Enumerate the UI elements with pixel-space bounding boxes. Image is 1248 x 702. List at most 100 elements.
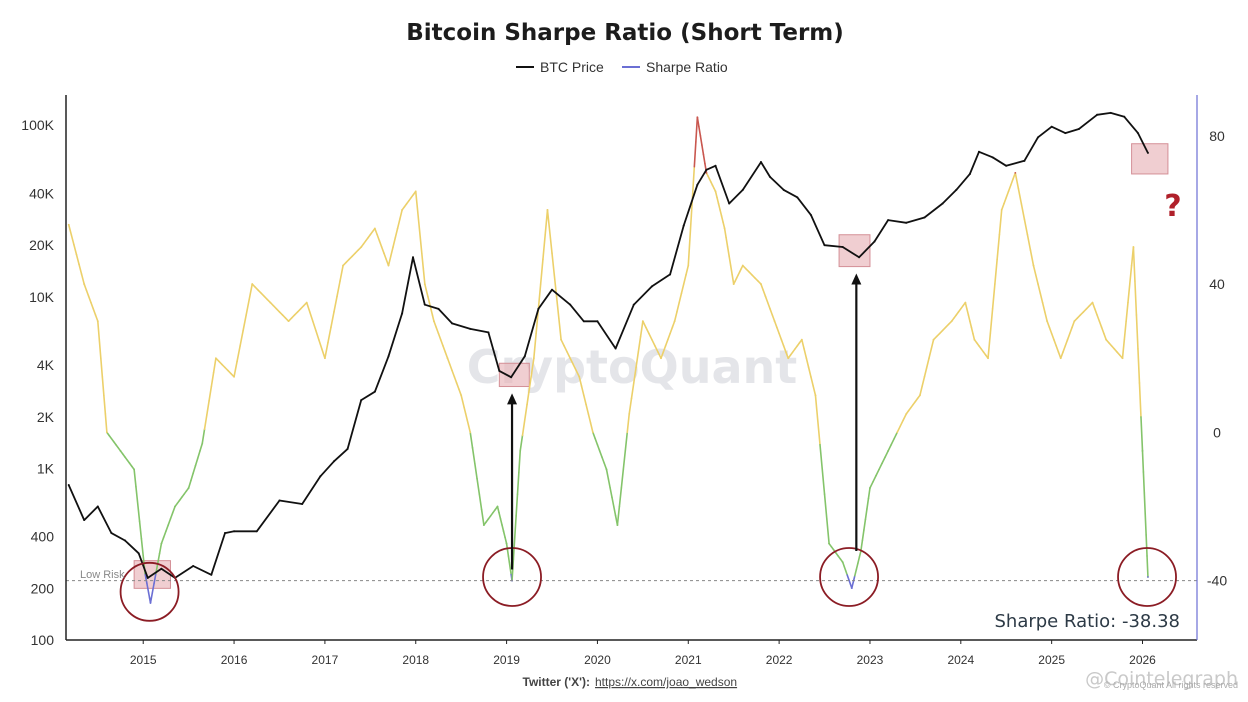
sharpe-segment <box>682 274 687 285</box>
sharpe-segment <box>439 338 444 347</box>
sharpe-segment <box>146 587 150 594</box>
highlight-box-3 <box>1131 143 1169 175</box>
sharpe-segment <box>1048 326 1053 335</box>
sharpe-segment <box>421 252 425 270</box>
btc-price-point <box>451 322 454 325</box>
y-left-tick-label: 40K <box>29 186 55 202</box>
sharpe-segment <box>673 311 678 322</box>
sharpe-point <box>414 190 417 193</box>
sharpe-segment <box>1121 338 1126 360</box>
sharpe-segment <box>603 462 608 471</box>
sharpe-segment <box>1145 534 1148 557</box>
sharpe-segment <box>203 414 208 431</box>
sharpe-segment <box>580 385 585 397</box>
sharpe-segment <box>466 419 470 428</box>
btc-price-point <box>523 355 526 358</box>
sharpe-segment <box>196 450 201 460</box>
sharpe-segment <box>583 394 587 406</box>
sharpe-segment <box>416 206 420 224</box>
y-left-ticks: 100 200 400 1K 2K 4K 10K 20K 40K 100K <box>21 117 54 648</box>
sharpe-point <box>269 301 272 304</box>
sharpe-point <box>987 357 989 360</box>
sharpe-segment <box>967 314 971 322</box>
sharpe-segment <box>513 514 517 539</box>
btc-price-point <box>83 519 86 522</box>
sharpe-segment <box>1007 184 1012 193</box>
sharpe-segment <box>816 419 821 446</box>
y-right-tick-label: -40 <box>1207 573 1227 589</box>
sharpe-segment <box>1005 190 1010 199</box>
btc-price-point <box>437 307 440 310</box>
btc-price-point <box>1123 115 1126 118</box>
sharpe-segment <box>872 474 877 483</box>
sharpe-segment <box>994 258 998 285</box>
sharpe-point <box>714 190 717 193</box>
sharpe-point <box>741 264 744 267</box>
sharpe-segment <box>782 345 787 353</box>
sharpe-segment <box>530 357 535 375</box>
sharpe-point <box>287 320 290 323</box>
sharpe-segment <box>156 552 161 565</box>
sharpe-segment <box>496 505 500 514</box>
sharpe-point <box>696 116 699 119</box>
btc-price-point <box>923 216 926 219</box>
sharpe-segment <box>676 301 680 313</box>
sharpe-segment <box>399 209 403 221</box>
btc-price-point <box>596 320 599 323</box>
sharpe-segment <box>469 431 474 449</box>
sharpe-segment <box>919 385 923 397</box>
btc-price-point <box>759 161 762 164</box>
sharpe-segment <box>637 335 642 353</box>
sharpe-segment <box>417 221 422 239</box>
sharpe-segment <box>1034 274 1039 285</box>
sharpe-segment <box>1055 345 1060 353</box>
sharpe-point <box>628 412 631 415</box>
sharpe-segment <box>855 562 859 571</box>
sharpe-point <box>732 283 735 285</box>
sharpe-segment <box>135 485 139 505</box>
sharpe-segment <box>419 236 423 254</box>
btc-price-point <box>941 202 944 205</box>
sharpe-segment <box>823 493 828 520</box>
sharpe-point <box>251 283 254 285</box>
sharpe-segment <box>431 314 435 322</box>
sharpe-segment <box>887 443 892 452</box>
btc-price-point <box>714 164 717 167</box>
sharpe-segment <box>1135 314 1139 350</box>
y-left-tick-label: 10K <box>29 289 55 305</box>
sharpe-segment <box>690 190 694 217</box>
btc-price-point <box>487 331 490 334</box>
legend: BTC Price Sharpe Ratio <box>516 59 728 75</box>
sharpe-segment <box>555 295 560 319</box>
btc-price-point <box>1096 113 1099 116</box>
btc-price-point <box>301 503 304 506</box>
sharpe-segment <box>639 320 644 338</box>
sharpe-point <box>67 223 70 226</box>
sharpe-point <box>519 450 522 452</box>
sharpe-segment <box>558 317 562 341</box>
sharpe-segment <box>569 357 575 366</box>
sharpe-segment <box>867 487 871 500</box>
btc-price-point <box>346 447 349 450</box>
sharpe-point <box>905 412 908 415</box>
sharpe-segment <box>869 481 874 489</box>
sharpe-segment <box>1140 416 1144 452</box>
sharpe-segment <box>210 371 215 388</box>
sharpe-readout: Sharpe Ratio: -38.38 <box>994 611 1180 632</box>
sharpe-point <box>869 487 871 489</box>
btc-price-point <box>977 150 980 153</box>
sharpe-segment <box>687 240 691 267</box>
x-tick-label: 2026 <box>1129 653 1156 667</box>
sharpe-segment <box>692 165 696 193</box>
sharpe-segment <box>970 326 974 335</box>
sharpe-segment <box>728 255 732 267</box>
sharpe-segment <box>620 468 625 489</box>
btc-price-point <box>1077 128 1080 131</box>
sharpe-segment <box>464 413 469 421</box>
btc-price-point <box>255 530 258 533</box>
sharpe-segment <box>471 447 476 465</box>
sharpe-segment <box>308 311 314 322</box>
sharpe-segment <box>714 190 718 199</box>
sharpe-segment <box>461 400 465 409</box>
footer-link[interactable]: https://x.com/joao_wedson <box>595 675 737 689</box>
